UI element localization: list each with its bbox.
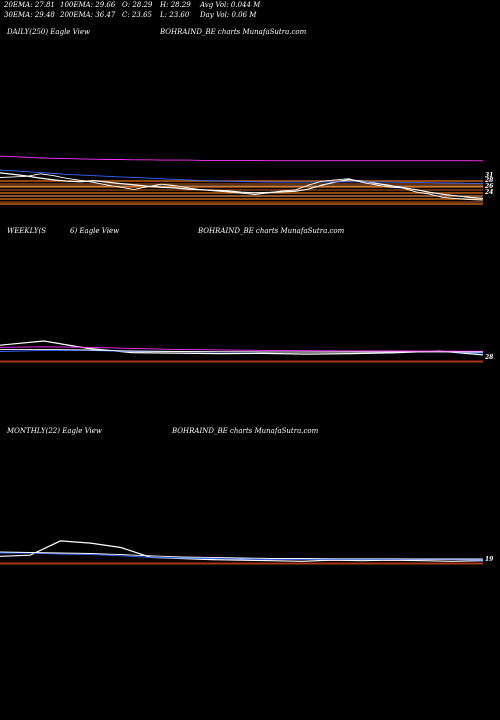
weekly-title-right: 6) Eagle View — [70, 227, 120, 235]
daily-price-label: 24 — [484, 189, 493, 196]
weekly-series-3 — [0, 346, 484, 352]
hdr-avg-vol: Avg Vol: 0.044 M — [200, 1, 261, 9]
hdr-high: H: 28.29 — [160, 1, 191, 9]
daily-title: DAILY(250) Eagle View — [7, 28, 90, 36]
monthly-price-label: 19 — [485, 556, 494, 563]
weekly-title-left: WEEKLY(S — [7, 227, 46, 235]
monthly-title: MONTHLY(22) Eagle View — [7, 427, 102, 435]
daily-watermark: BOHRAIND_BE charts MunafaSutra.com — [160, 28, 307, 36]
hdr-ema30: 30EMA: 29.48 — [4, 11, 55, 19]
hdr-close: C: 23.65 — [122, 11, 152, 19]
header-row-1: 20EMA: 27.81 100EMA: 29.66 O: 28.29 H: 2… — [4, 1, 500, 10]
monthly-series-1 — [0, 540, 484, 562]
monthly-series-3 — [0, 551, 483, 560]
weekly-series-4 — [0, 348, 484, 353]
hdr-ema20: 20EMA: 27.81 — [4, 1, 55, 9]
header-row-2: 30EMA: 29.48 200EMA: 36.47 C: 23.65 L: 2… — [4, 11, 500, 20]
hdr-ema100: 100EMA: 29.66 — [60, 1, 116, 9]
daily-price-label: 28 — [484, 177, 494, 184]
weekly-series-1 — [0, 340, 484, 356]
hdr-ema200: 200EMA: 36.47 — [60, 11, 116, 19]
weekly-price-label: 28 — [484, 354, 494, 361]
hdr-low: L: 23.60 — [160, 11, 190, 19]
daily-price-label: 31 — [485, 172, 493, 179]
daily-price-label: 26 — [484, 183, 494, 190]
monthly-watermark: BOHRAIND_BE charts MunafaSutra.com — [172, 427, 319, 435]
hdr-day-vol: Day Vol: 0.06 M — [200, 11, 257, 19]
daily-series-3 — [0, 155, 484, 162]
daily-series-2 — [0, 169, 484, 185]
weekly-watermark: BOHRAIND_BE charts MunafaSutra.com — [198, 227, 345, 235]
hdr-open: O: 28.29 — [122, 1, 153, 9]
daily-series-4 — [0, 173, 484, 201]
monthly-series-2 — [0, 552, 484, 561]
